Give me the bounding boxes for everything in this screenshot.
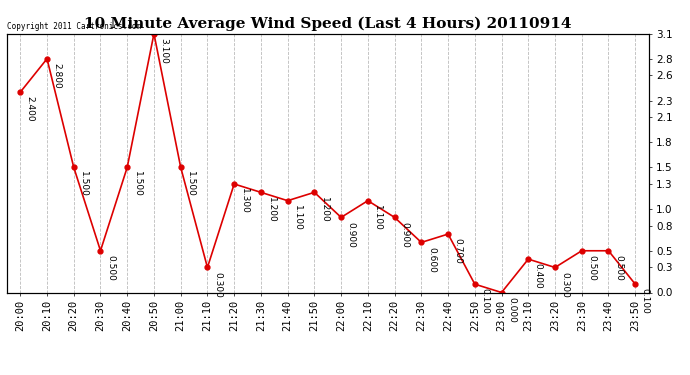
Text: 3.100: 3.100 <box>159 38 168 64</box>
Text: Copyright 2011 Cartronics.com: Copyright 2011 Cartronics.com <box>7 22 141 31</box>
Text: 0.500: 0.500 <box>587 255 596 281</box>
Text: 1.200: 1.200 <box>320 196 329 222</box>
Text: 0.300: 0.300 <box>213 272 222 297</box>
Text: 1.100: 1.100 <box>373 205 382 231</box>
Text: 1.500: 1.500 <box>132 171 141 197</box>
Text: 1.300: 1.300 <box>239 188 248 214</box>
Text: 2.400: 2.400 <box>26 96 34 122</box>
Text: 1.200: 1.200 <box>266 196 275 222</box>
Text: 2.800: 2.800 <box>52 63 61 89</box>
Text: 0.000: 0.000 <box>507 297 516 322</box>
Text: 0.500: 0.500 <box>106 255 115 281</box>
Text: 0.600: 0.600 <box>427 247 436 273</box>
Title: 10 Minute Average Wind Speed (Last 4 Hours) 20110914: 10 Minute Average Wind Speed (Last 4 Hou… <box>84 17 571 31</box>
Text: 0.400: 0.400 <box>534 263 543 289</box>
Text: 1.100: 1.100 <box>293 205 302 231</box>
Text: 0.100: 0.100 <box>641 288 650 314</box>
Text: 1.500: 1.500 <box>186 171 195 197</box>
Text: 0.700: 0.700 <box>453 238 462 264</box>
Text: 0.100: 0.100 <box>480 288 489 314</box>
Text: 0.300: 0.300 <box>560 272 569 297</box>
Text: 0.900: 0.900 <box>400 222 409 248</box>
Text: 1.500: 1.500 <box>79 171 88 197</box>
Text: 0.500: 0.500 <box>614 255 623 281</box>
Text: 0.900: 0.900 <box>346 222 355 248</box>
